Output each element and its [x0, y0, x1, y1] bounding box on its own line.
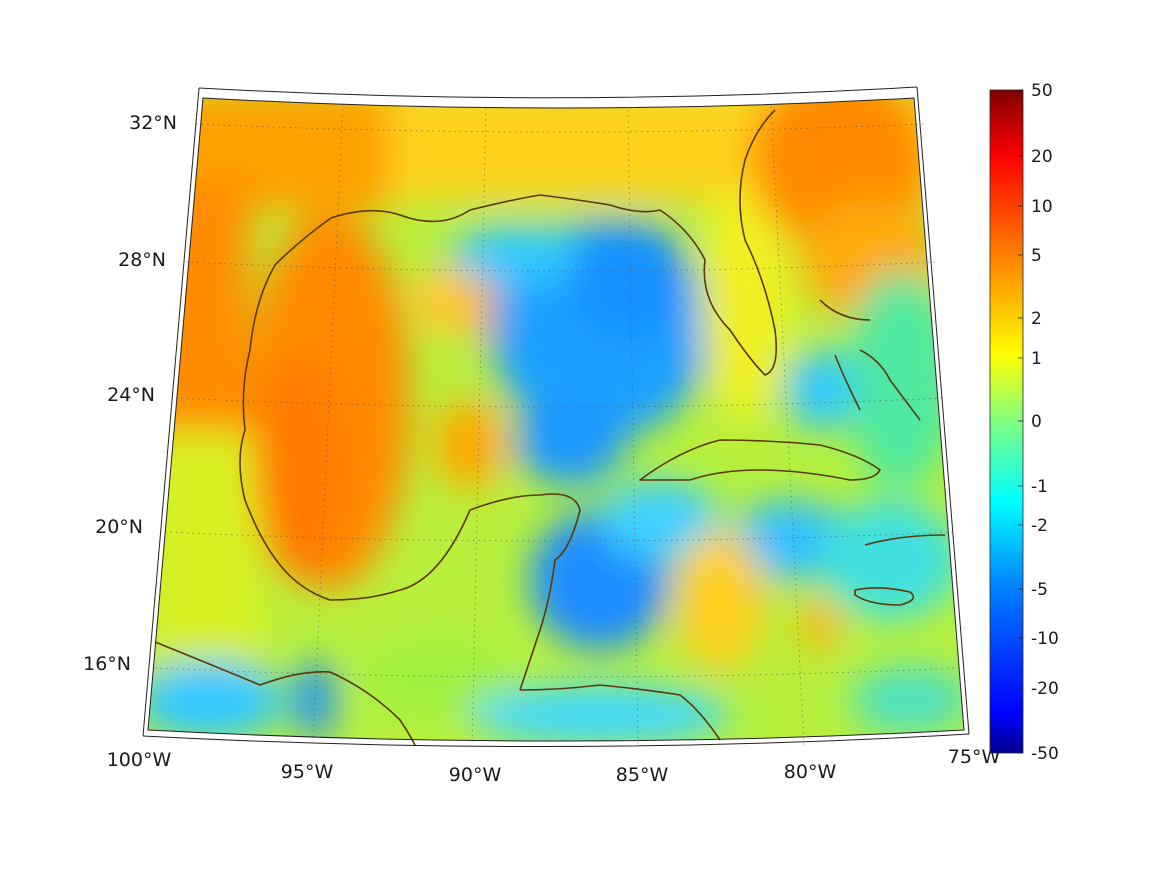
colorbar-tick-label: -2 [1031, 516, 1048, 536]
colorbar-gradient [989, 89, 1024, 754]
map-field [148, 98, 964, 741]
colorbar-tick-label: 2 [1031, 309, 1042, 329]
map-frame [142, 86, 970, 748]
colorbar-tick-label: 20 [1031, 147, 1053, 167]
coastlines [154, 109, 946, 746]
lon-label-95w: 95°W [281, 761, 334, 783]
colorbar-tick-label: -1 [1031, 477, 1048, 497]
colorbar-tick-label: 5 [1031, 246, 1042, 266]
lon-label-80w: 80°W [784, 761, 837, 783]
longitude-labels: 100°W 95°W 90°W 85°W 80°W 75°W [107, 746, 1001, 786]
lat-label-32n: 32°N [129, 112, 177, 134]
colorbar-tick-label: 50 [1031, 81, 1053, 101]
colorbar-tick-label: -10 [1031, 629, 1059, 649]
colorbar-tick-label: -5 [1031, 580, 1048, 600]
latitude-labels: 32°N 28°N 24°N 20°N 16°N [83, 112, 177, 675]
lon-label-100w: 100°W [107, 749, 172, 771]
colorbar-tick-label: 1 [1031, 349, 1042, 369]
lat-label-16n: 16°N [83, 653, 131, 675]
colorbar-tick-label: 0 [1031, 412, 1042, 432]
lat-label-20n: 20°N [95, 516, 143, 538]
lat-label-28n: 28°N [118, 249, 166, 271]
lon-label-85w: 85°W [616, 764, 669, 786]
map-gridlines [154, 103, 962, 749]
lat-label-24n: 24°N [107, 384, 155, 406]
colorbar-tick-label: -50 [1031, 744, 1059, 764]
lon-label-90w: 90°W [449, 764, 502, 786]
lon-label-75w: 75°W [948, 746, 1001, 768]
colorbar-tick-label: -20 [1031, 679, 1059, 699]
colorbar-tick-label: 10 [1031, 197, 1053, 217]
